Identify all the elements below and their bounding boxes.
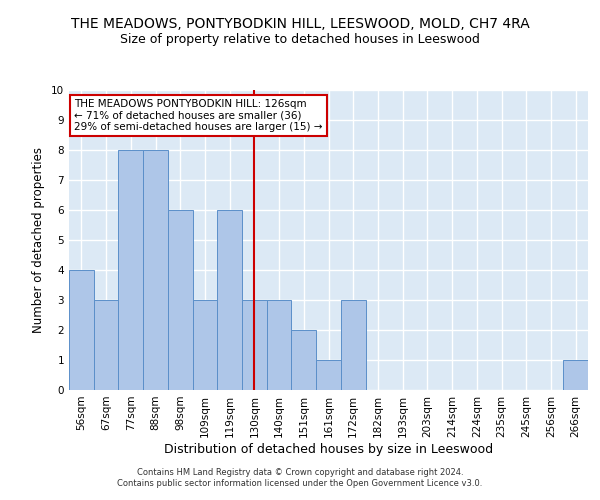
Bar <box>267 300 292 390</box>
X-axis label: Distribution of detached houses by size in Leeswood: Distribution of detached houses by size … <box>164 442 493 456</box>
Bar <box>168 210 193 390</box>
Bar <box>143 150 168 390</box>
Text: Contains HM Land Registry data © Crown copyright and database right 2024.
Contai: Contains HM Land Registry data © Crown c… <box>118 468 482 487</box>
Bar <box>217 210 242 390</box>
Bar <box>242 300 267 390</box>
Bar <box>316 360 341 390</box>
Bar <box>94 300 118 390</box>
Bar <box>563 360 588 390</box>
Text: THE MEADOWS PONTYBODKIN HILL: 126sqm
← 71% of detached houses are smaller (36)
2: THE MEADOWS PONTYBODKIN HILL: 126sqm ← 7… <box>74 99 323 132</box>
Bar <box>193 300 217 390</box>
Bar <box>69 270 94 390</box>
Text: Size of property relative to detached houses in Leeswood: Size of property relative to detached ho… <box>120 32 480 46</box>
Bar <box>292 330 316 390</box>
Bar <box>118 150 143 390</box>
Text: THE MEADOWS, PONTYBODKIN HILL, LEESWOOD, MOLD, CH7 4RA: THE MEADOWS, PONTYBODKIN HILL, LEESWOOD,… <box>71 18 529 32</box>
Bar <box>341 300 365 390</box>
Y-axis label: Number of detached properties: Number of detached properties <box>32 147 46 333</box>
